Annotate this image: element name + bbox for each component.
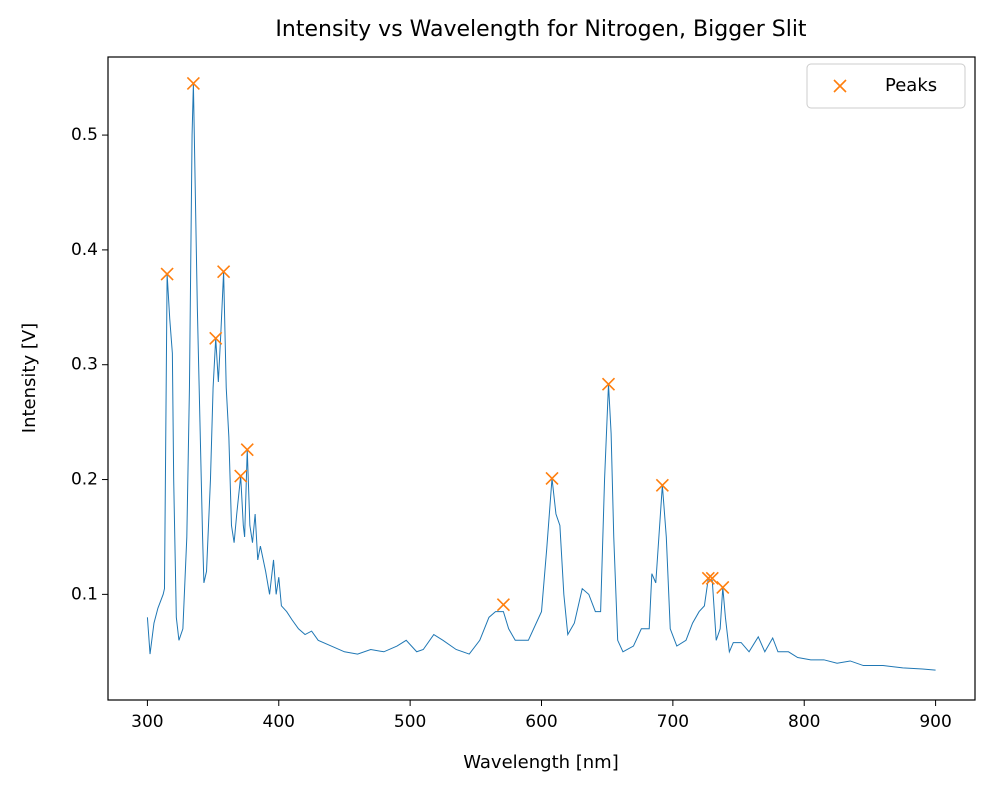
y-tick-label: 0.1 — [71, 584, 98, 604]
peak-marker — [601, 377, 616, 391]
peak-marker — [186, 76, 200, 90]
peak-marker — [160, 267, 174, 281]
x-tick-label: 300 — [131, 712, 163, 732]
legend-marker — [833, 79, 847, 93]
y-axis-label: Intensity [V] — [19, 323, 40, 433]
spectrum-line — [146, 83, 936, 671]
peak-marker — [655, 478, 669, 492]
peak-marker — [217, 265, 231, 279]
peak-marker — [716, 580, 730, 595]
x-tick-label: 500 — [394, 712, 426, 732]
x-tick-label: 600 — [525, 712, 557, 732]
peak-marker — [240, 443, 254, 457]
peak-marker — [545, 471, 559, 485]
y-tick-label: 0.2 — [71, 470, 98, 490]
chart-title: Intensity vs Wavelength for Nitrogen, Bi… — [275, 17, 807, 42]
x-tick-label: 800 — [788, 712, 820, 732]
y-tick-label: 0.3 — [71, 355, 98, 375]
peak-marker — [705, 571, 719, 585]
x-tick-label: 400 — [263, 712, 295, 732]
y-tick-label: 0.4 — [71, 240, 98, 260]
plot-frame — [107, 56, 976, 701]
peak-marker — [701, 571, 715, 585]
legend-box — [806, 63, 966, 109]
x-axis-label: Wavelength [nm] — [463, 752, 619, 773]
peak-marker — [234, 469, 248, 483]
peak-marker — [496, 598, 510, 612]
y-tick-label: 0.5 — [71, 125, 98, 145]
x-tick-label: 900 — [919, 712, 951, 732]
x-tick-label: 700 — [657, 712, 689, 732]
legend-label: Peaks — [885, 75, 937, 96]
peak-marker — [209, 331, 223, 345]
